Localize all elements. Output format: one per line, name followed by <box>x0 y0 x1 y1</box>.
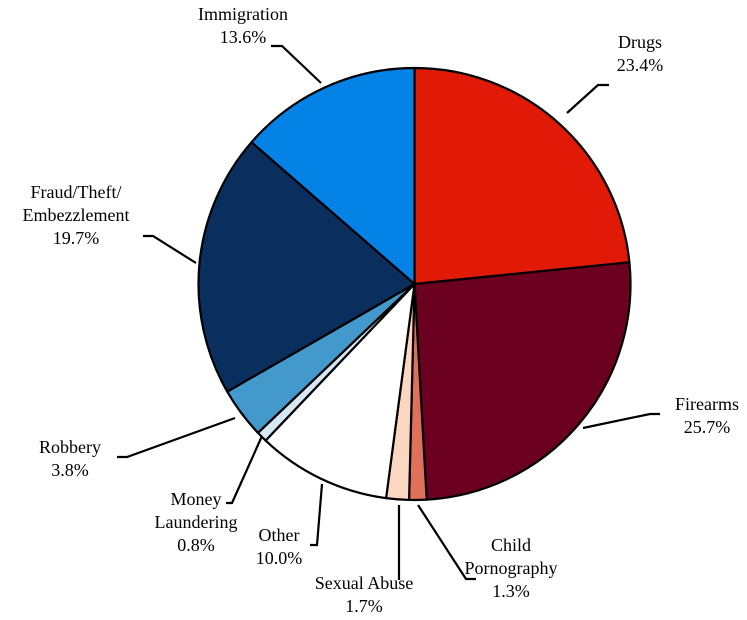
slice-name-immigration: Immigration <box>198 4 288 24</box>
pie-slice-firearms <box>413 261 632 501</box>
slice-label-other: Other 10.0% <box>256 525 303 568</box>
pie-slice-fraud-theft-embezzlement <box>197 141 416 393</box>
leader-line-robbery <box>117 416 236 459</box>
slice-label-robbery: Robbery 3.8% <box>39 437 101 480</box>
slice-label-immigration: Immigration 13.6% <box>198 4 288 47</box>
slice-label-money-laundering: Money Laundering 0.8% <box>155 489 238 555</box>
leader-line-drugs <box>566 83 609 114</box>
pie-slice-immigration <box>250 66 416 286</box>
slice-name-money-laundering: Laundering <box>155 512 238 532</box>
slice-percent-money-laundering: 0.8% <box>177 535 215 555</box>
slice-percent-robbery: 3.8% <box>51 460 89 480</box>
labels-layer: Drugs 23.4% Firearms 25.7% Child Pornography 1… <box>23 4 739 616</box>
leader-line-fraud-theft-embezzlement <box>143 234 197 264</box>
slice-label-firearms: Firearms 25.7% <box>675 394 739 437</box>
slice-name-money-laundering: Money <box>171 489 222 509</box>
slice-name-firearms: Firearms <box>675 394 739 414</box>
leader-line-other <box>310 483 324 547</box>
slice-percent-other: 10.0% <box>256 548 303 568</box>
slice-name-drugs: Drugs <box>618 32 662 52</box>
slice-name-child-pornography: Pornography <box>465 558 558 578</box>
slice-label-child-pornography: Child Pornography 1.3% <box>465 535 558 601</box>
leader-line-child-pornography <box>417 504 476 581</box>
leader-line-firearms <box>582 412 660 430</box>
leader-line-immigration <box>271 44 322 84</box>
pie-slice-other <box>264 282 416 500</box>
slice-percent-immigration: 13.6% <box>220 27 267 47</box>
slice-name-robbery: Robbery <box>39 437 101 457</box>
slice-percent-fraud-theft-embezzlement: 19.7% <box>53 228 100 248</box>
slice-percent-sexual-abuse: 1.7% <box>345 596 383 616</box>
slice-name-child-pornography: Child <box>491 535 531 555</box>
slice-name-fraud-theft-embezzlement: Fraud/Theft/ <box>31 182 122 202</box>
slice-percent-firearms: 25.7% <box>684 417 731 437</box>
slice-name-sexual-abuse: Sexual Abuse <box>315 573 414 593</box>
pie-slice-drugs <box>413 66 631 286</box>
leader-lines-layer <box>117 44 660 581</box>
slice-percent-drugs: 23.4% <box>617 55 664 75</box>
slice-label-fraud-theft-embezzlement: Fraud/Theft/Embezzlement 19.7% <box>23 182 130 248</box>
slice-name-other: Other <box>259 525 300 545</box>
leader-line-money-laundering <box>226 435 264 505</box>
slices-layer <box>197 66 632 502</box>
slice-percent-child-pornography: 1.3% <box>492 581 530 601</box>
slice-name-fraud-theft-embezzlement: Embezzlement <box>23 205 130 225</box>
slice-label-drugs: Drugs 23.4% <box>617 32 664 75</box>
slice-label-sexual-abuse: Sexual Abuse 1.7% <box>315 573 414 616</box>
